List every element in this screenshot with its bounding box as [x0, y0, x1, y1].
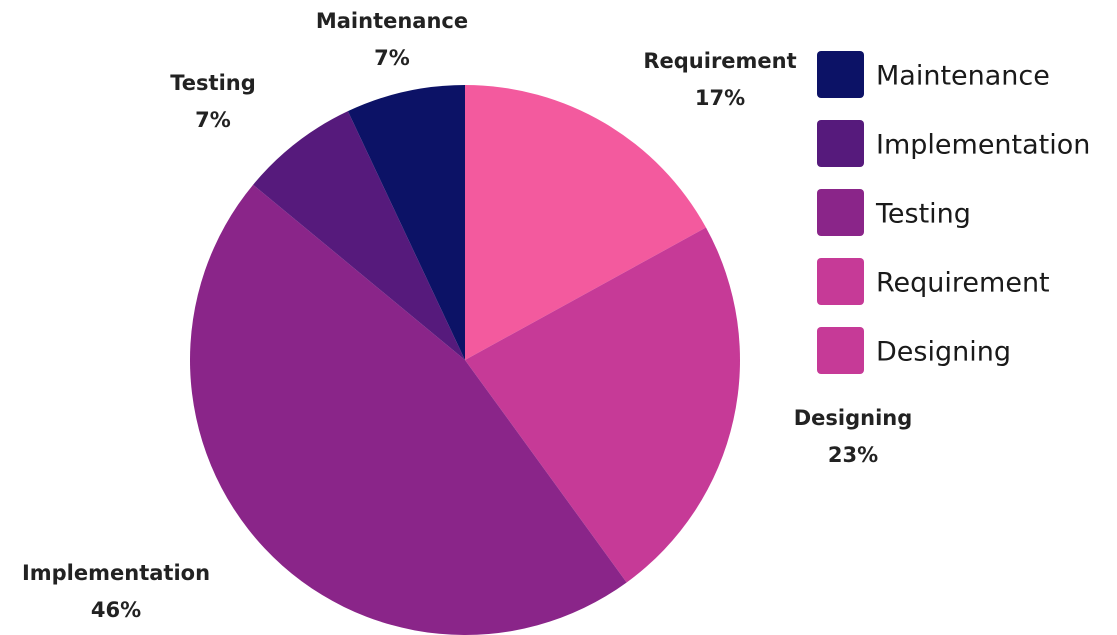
- slice-label-percent: 46%: [91, 598, 141, 622]
- legend-label: Designing: [876, 337, 1011, 368]
- pie-slice-maintenance: [347, 85, 465, 360]
- slice-label-requirement: Requirement 17%: [643, 49, 796, 110]
- slice-label-name: Designing: [794, 406, 913, 430]
- pie-slices: [190, 85, 741, 635]
- slice-label-name: Requirement: [643, 49, 796, 73]
- legend-item-implementation: Implementation: [817, 120, 1090, 167]
- legend-item-designing: Designing: [817, 327, 1011, 374]
- legend-item-testing: Testing: [817, 189, 971, 236]
- pie-slice-requirement: [465, 85, 706, 360]
- slice-label-designing: Designing 23%: [794, 406, 913, 467]
- pie-slice-implementation: [190, 184, 627, 635]
- legend-swatch: [817, 120, 864, 167]
- legend-label: Maintenance: [876, 61, 1050, 92]
- slice-label-percent: 17%: [695, 86, 745, 110]
- legend-swatch: [817, 51, 864, 98]
- legend-item-requirement: Requirement: [817, 258, 1050, 305]
- slice-labels: Requirement 17% Designing 23% Implementation…: [22, 9, 912, 622]
- legend-label: Testing: [875, 199, 971, 230]
- legend-label: Requirement: [876, 268, 1050, 299]
- legend: Maintenance Implementation Testing Requirem…: [817, 51, 1090, 374]
- slice-label-name: Maintenance: [316, 9, 468, 33]
- slice-label-percent: 23%: [828, 443, 878, 467]
- slice-label-implementation: Implementation 46%: [22, 561, 210, 622]
- legend-label: Implementation: [876, 130, 1090, 161]
- slice-label-testing: Testing 7%: [170, 71, 256, 132]
- legend-item-maintenance: Maintenance: [817, 51, 1050, 98]
- legend-swatch: [817, 327, 864, 374]
- slice-label-percent: 7%: [374, 46, 410, 70]
- slice-label-name: Implementation: [22, 561, 210, 585]
- legend-swatch: [817, 189, 864, 236]
- slice-label-percent: 7%: [195, 108, 231, 132]
- slice-label-name: Testing: [170, 71, 256, 95]
- slice-label-maintenance: Maintenance 7%: [316, 9, 468, 70]
- pie-slice-designing: [465, 227, 741, 583]
- pie-slice-testing: [253, 111, 465, 360]
- legend-swatch: [817, 258, 864, 305]
